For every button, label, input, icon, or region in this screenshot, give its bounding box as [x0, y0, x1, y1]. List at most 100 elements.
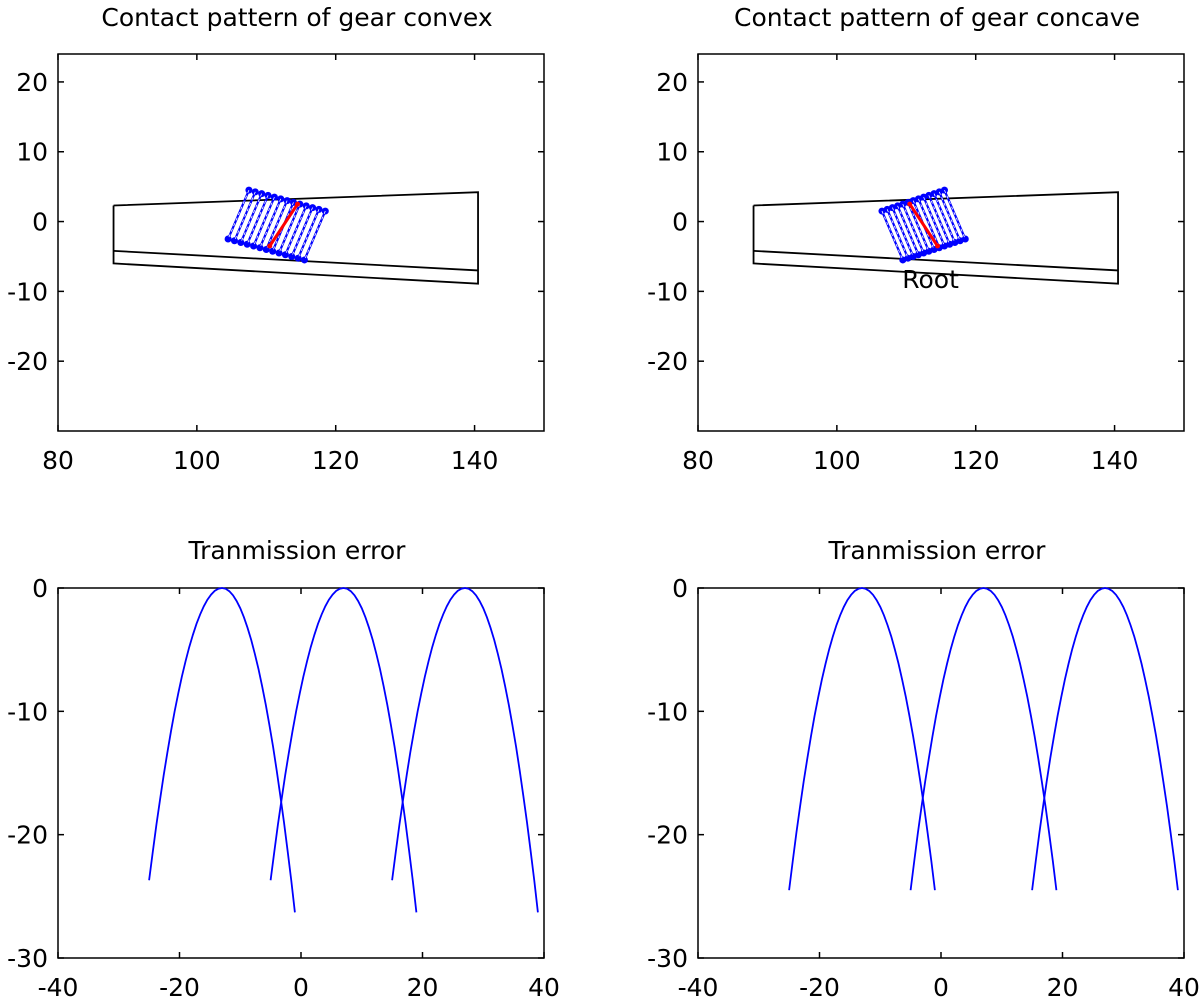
plot-content — [148, 587, 539, 913]
x-tick-label: 80 — [42, 446, 74, 475]
plot-content — [788, 587, 1179, 891]
y-tick-label: 20 — [16, 68, 48, 97]
contact-line-highlight — [933, 193, 956, 243]
contact-line-highlight — [240, 193, 263, 243]
x-tick-label: 0 — [933, 973, 949, 999]
path-of-contact-point — [907, 201, 913, 207]
transmission-error-curve — [269, 587, 418, 913]
y-tick-label: 10 — [16, 138, 48, 167]
x-tick-label: 20 — [1047, 973, 1079, 999]
contact-line-highlight — [278, 203, 301, 254]
contact-line-end — [294, 254, 302, 262]
x-tick-label: -40 — [38, 973, 79, 999]
contact-line-end — [237, 239, 245, 246]
y-tick-label: 10 — [656, 138, 688, 167]
y-tick-label: -10 — [647, 697, 688, 726]
tooth-outline — [112, 191, 479, 285]
contact-line-end — [961, 235, 969, 243]
plot-frame — [57, 587, 545, 959]
x-tick-label: -20 — [799, 973, 840, 999]
x-tick-label: 100 — [173, 446, 221, 475]
x-tick-label: -40 — [678, 973, 719, 999]
contact-line-end — [269, 247, 277, 255]
x-tick-label: 40 — [528, 973, 560, 999]
contact-line-highlight — [253, 196, 275, 247]
contact-line-highlight — [928, 195, 951, 245]
contact-line-highlight — [234, 191, 256, 241]
contact-line-end — [281, 251, 289, 259]
contact-line-end — [275, 249, 283, 257]
y-tick-label: 0 — [32, 208, 48, 237]
panel-contact-concave: Contact pattern of gear concave 80 100 120… — [647, 3, 1185, 475]
contact-line-highlight — [227, 189, 250, 240]
y-tick-label: -20 — [647, 821, 688, 850]
y-tick-label: -10 — [7, 277, 48, 306]
panel-transmission-error-left: Tranmission error -40 -20 0 20 40 0 -10 -20 -30 — [7, 536, 560, 999]
contact-line-highlight — [881, 210, 904, 261]
contact-line-highlight — [944, 189, 966, 240]
panel-title: Contact pattern of gear convex — [101, 3, 492, 32]
y-tick-label: -30 — [7, 944, 48, 973]
contact-line-end — [300, 256, 308, 264]
contact-line-end — [256, 244, 264, 252]
y-tick-label: -20 — [7, 347, 48, 376]
annotation-root: Root — [902, 265, 959, 294]
contact-line-highlight — [923, 196, 945, 247]
path-of-contact-point — [935, 243, 941, 249]
contact-line-highlight — [902, 203, 925, 254]
contact-line-end — [250, 242, 258, 250]
tooth-outline — [752, 191, 1119, 285]
y-tick-label: 0 — [672, 574, 688, 603]
path-of-contact — [908, 203, 939, 247]
y-tick-label: 20 — [656, 68, 688, 97]
x-tick-label: 120 — [312, 446, 360, 475]
contact-line-highlight — [291, 207, 313, 257]
contact-line-highlight — [297, 209, 320, 259]
transmission-error-curve — [909, 587, 1058, 891]
y-tick-label: -10 — [7, 697, 48, 726]
tooth-outline — [753, 249, 1119, 272]
contact-line-highlight — [265, 200, 288, 250]
x-tick-label: 140 — [1091, 446, 1139, 475]
panel-title: Contact pattern of gear concave — [734, 3, 1140, 32]
axis-ticks: -40 -20 0 20 40 0 -10 -20 -30 — [647, 574, 1200, 999]
panel-transmission-error-right: Tranmission error -40 -20 0 20 40 0 -10 -20 -30 — [647, 536, 1200, 999]
contact-line-end — [288, 252, 296, 260]
plot-frame — [57, 53, 545, 432]
contact-line-end — [224, 235, 232, 243]
y-tick-label: -30 — [647, 944, 688, 973]
contact-line-highlight — [918, 198, 940, 248]
contact-line-highlight — [259, 198, 282, 248]
transmission-error-curve — [1031, 587, 1179, 891]
y-tick-label: 0 — [672, 208, 688, 237]
panel-title: Tranmission error — [828, 536, 1047, 565]
x-tick-label: 140 — [451, 446, 499, 475]
transmission-error-curve — [148, 587, 296, 913]
y-tick-label: -20 — [7, 821, 48, 850]
panel-contact-convex: Contact pattern of gear convex 80 100 120 1… — [7, 3, 545, 475]
y-tick-label: -20 — [647, 347, 688, 376]
contact-line-highlight — [907, 202, 930, 252]
contact-line-highlight — [246, 195, 269, 245]
x-tick-label: 120 — [952, 446, 1000, 475]
axis-ticks: -40 -20 0 20 40 0 -10 -20 -30 — [7, 574, 560, 999]
contact-line-highlight — [886, 209, 909, 259]
transmission-error-curve — [391, 587, 539, 913]
panel-title: Tranmission error — [188, 536, 407, 565]
contact-line-highlight — [938, 191, 961, 241]
x-tick-label: -20 — [159, 973, 200, 999]
plot-frame — [697, 587, 1185, 959]
path-of-contact-point — [295, 201, 301, 207]
contact-line-highlight — [897, 205, 919, 255]
path-of-contact — [268, 203, 299, 247]
x-tick-label: 100 — [813, 446, 861, 475]
plot-content — [112, 186, 479, 285]
plot-frame — [697, 53, 1185, 432]
x-tick-label: 0 — [293, 973, 309, 999]
plot-content: Root — [752, 186, 1119, 294]
contact-line-end — [230, 237, 238, 245]
path-of-contact-point — [267, 243, 273, 249]
